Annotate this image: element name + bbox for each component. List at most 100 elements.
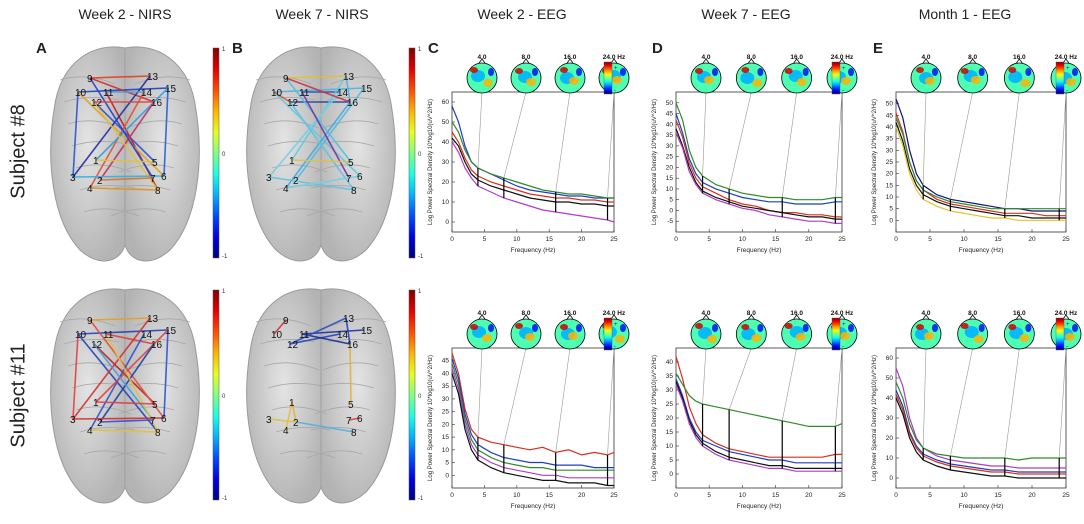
y-tick-label: 15 [666,429,674,436]
series-line-red [895,112,1066,217]
series-line-yellow [895,126,1066,221]
y-tick-label: 15 [886,182,894,189]
node-label-12: 12 [91,98,103,109]
topo-freq-label: 8.0 [968,54,977,61]
y-tick-label: 15 [442,434,450,441]
y-tick-label: 45 [666,111,674,118]
topo-blob [840,332,850,340]
node-label-10: 10 [271,330,283,341]
topo-nose [922,314,930,320]
brain-sulcus [114,185,171,191]
topo-blob [925,77,935,85]
node-label-9: 9 [283,316,289,327]
node-label-10: 10 [75,88,87,99]
topo-nose [702,58,710,64]
connectivity-edge [89,75,151,79]
connectivity-edge [99,177,154,181]
topo-connector [728,347,752,410]
topo-map-0: 4.0 [466,54,498,94]
brain-sulcus [267,141,324,147]
y-tick-label: -5 [667,218,673,225]
topo-blob [1009,327,1024,339]
x-axis-label: Frequency (Hz) [737,503,782,510]
topo-connector [922,347,927,449]
topo-blob [560,324,568,330]
connectivity-edge [285,75,347,79]
brain-sulcus [130,339,187,345]
topo-connector [950,91,973,200]
brain-sulcus [275,427,332,433]
y-tick-label: 40 [886,124,894,131]
node-label-14: 14 [337,88,349,99]
y-tick-label: 60 [886,355,894,362]
node-label-1: 1 [93,398,99,409]
x-tick-label: 25 [1062,492,1070,499]
series-line-darkblue [895,98,1066,212]
topo-blob [970,76,981,84]
colorbar-tick-label: 0 [222,152,226,158]
node-label-4: 4 [87,184,93,195]
topo-blob [784,68,793,74]
topo-connector [781,347,797,421]
node-label-5: 5 [348,400,354,411]
topo-colorbar-tick: - [1066,88,1068,94]
connectivity-edge [99,343,155,423]
topo-blob [482,334,492,342]
topo-map-1: 8.0 [957,54,989,94]
colorbar-tick-label: 1 [222,289,226,295]
topo-nose [969,58,976,64]
topo-freq-label: 24.0 Hz [831,54,854,61]
topo-connector [835,347,843,427]
node-label-7: 7 [150,174,156,185]
nirs-colorbar [408,47,416,259]
node-label-13: 13 [343,72,355,83]
topo-nose [566,314,574,320]
topo-map-1: 8.0 [735,310,767,350]
topo-freq-label: 8.0 [968,310,977,317]
node-label-1: 1 [93,156,99,167]
topo-colorbar [1055,317,1065,351]
topo-connector [702,347,707,405]
y-tick-label: 10 [666,443,674,450]
column-title-week7-eeg: Week 7 - EEG [701,6,791,22]
topo-blob [707,335,717,343]
node-label-10: 10 [271,88,283,99]
y-tick-label: 60 [442,99,450,106]
brain-sulcus [83,208,140,217]
brain-sulcus [322,120,379,129]
topo-blob [532,324,538,332]
x-axis-label: Frequency (Hz) [959,503,1004,510]
connectivity-edge [285,77,351,103]
topo-colorbar [831,61,841,95]
connectivity-edge [268,418,297,423]
plot-frame [675,347,843,489]
x-tick-label: 0 [894,492,898,499]
y-tick-label: 5 [445,460,449,467]
topo-blob [620,324,626,332]
column-title-month1-eeg: Month 1 - EEG [918,6,1012,22]
connectivity-edge [291,159,352,163]
x-axis-label: Frequency (Hz) [959,247,1004,254]
node-label-10: 10 [75,330,87,341]
topo-connector [1058,91,1067,209]
topo-blob [848,68,854,76]
brain-sulcus [314,406,371,415]
brain-sulcus [322,362,379,371]
x-tick-label: 10 [513,236,521,243]
series-line-magenta [895,367,1066,469]
plot-frame [675,91,843,233]
x-tick-label: 5 [707,492,711,499]
topo-blob [1072,68,1078,76]
connectivity-edge [89,77,155,103]
series-line-black [895,122,1066,219]
topo-blob [576,324,582,332]
brain-sulcus [314,164,371,173]
colorbar-tick-label: 0 [222,394,226,400]
y-tick-label: 45 [886,112,894,119]
node-label-3: 3 [266,173,272,184]
topo-colorbar-tick: + [614,66,618,72]
topo-blob [615,335,625,343]
topo-connector [950,347,973,457]
